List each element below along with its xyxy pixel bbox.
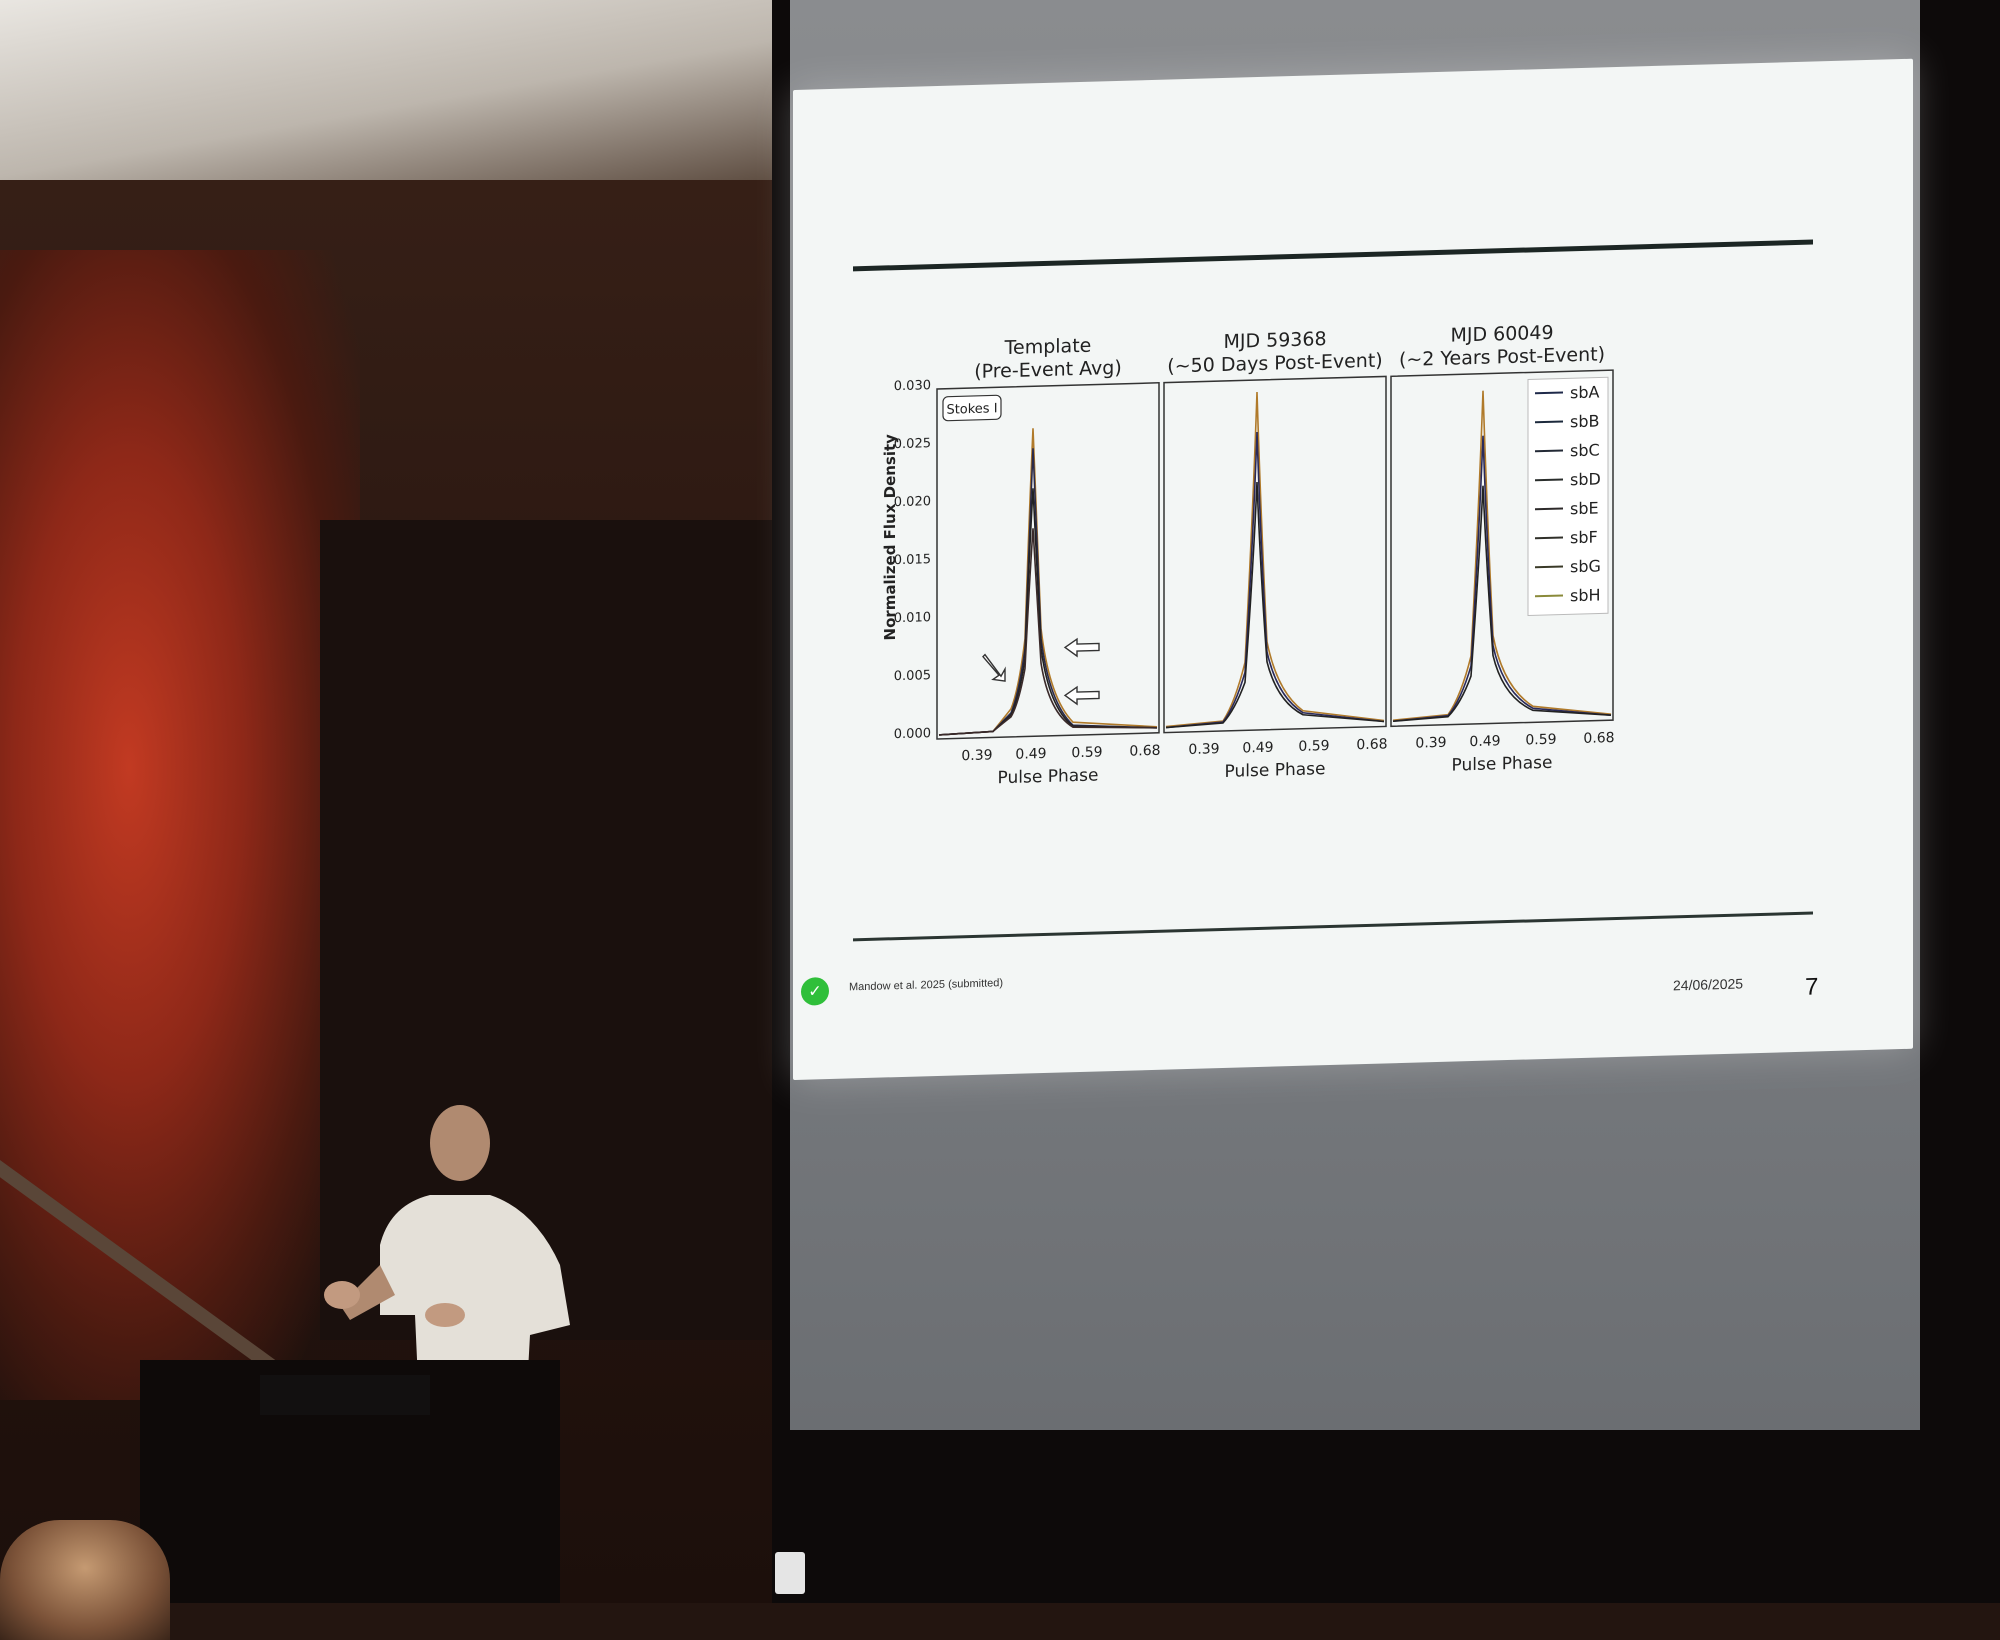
- presenter-arm: [340, 1265, 395, 1320]
- stokes-label-box: [942, 394, 1002, 422]
- y-axis-label: Normalized Flux Density: [881, 434, 899, 641]
- x-ticks-panel-1: 0.39 0.49 0.59 0.68: [961, 743, 1160, 765]
- y-tick: 0.015: [894, 552, 931, 568]
- legend-label: sbF: [1570, 528, 1598, 548]
- legend-label: sbB: [1570, 411, 1599, 431]
- profile-curve: [938, 528, 1158, 736]
- x-tick: 0.68: [1129, 743, 1160, 760]
- presenter-hand: [324, 1281, 360, 1309]
- panel-2-frame: [1163, 375, 1387, 734]
- legend-swatch: [1535, 507, 1563, 511]
- x-tick: 0.68: [1583, 730, 1614, 747]
- legend-label: sbE: [1570, 499, 1599, 519]
- legend-swatch: [1535, 565, 1563, 569]
- panel-2-title-line1: MJD 59368: [1223, 328, 1326, 353]
- legend-swatch: [1535, 478, 1563, 482]
- profile-curve: [1392, 435, 1612, 723]
- x-tick: 0.49: [1242, 740, 1273, 757]
- legend-swatch: [1535, 420, 1563, 424]
- panel-2-title-line2: (~50 Days Post-Event): [1167, 350, 1382, 378]
- figure-panels: Normalized Flux Density Template (Pre-Ev…: [881, 322, 1615, 789]
- legend-swatch: [1535, 391, 1563, 395]
- laptop: [260, 1375, 430, 1415]
- y-tick: 0.010: [894, 610, 931, 626]
- legend-swatch: [1535, 449, 1563, 453]
- ceiling: [0, 0, 800, 180]
- y-tick: 0.005: [894, 668, 931, 684]
- slide-date: 24/06/2025: [1673, 975, 1744, 994]
- legend-label: sbD: [1570, 469, 1601, 489]
- y-ticks: 0.000 0.005 0.010 0.015 0.020 0.025 0.03…: [894, 378, 931, 742]
- y-tick: 0.025: [894, 436, 931, 452]
- y-tick: 0.000: [894, 726, 931, 742]
- slide-bottom-rule: [853, 911, 1813, 942]
- panel-1-title-line1: Template: [1004, 335, 1092, 359]
- legend-label: sbH: [1570, 585, 1601, 605]
- profile-curve: [1392, 485, 1612, 723]
- wall-outlet: [775, 1552, 805, 1594]
- panel-1-frame: [936, 382, 1160, 740]
- profile-curve: [938, 488, 1158, 736]
- presenter-head: [430, 1105, 490, 1181]
- x-tick: 0.39: [1415, 735, 1446, 752]
- slide-citation: Mandow et al. 2025 (submitted): [849, 977, 1004, 994]
- legend-swatch: [1535, 594, 1563, 598]
- slide-page-number: 7: [1805, 973, 1819, 1001]
- x-tick: 0.68: [1356, 736, 1387, 753]
- x-tick: 0.59: [1298, 738, 1329, 755]
- profile-curve: [1165, 481, 1385, 729]
- x-tick: 0.59: [1525, 732, 1556, 749]
- profile-curve: [1165, 431, 1385, 729]
- presenter-hand: [425, 1303, 465, 1327]
- legend-label: sbG: [1570, 556, 1601, 576]
- legend-label: sbC: [1570, 440, 1600, 460]
- x-axis-label-panel-3: Pulse Phase: [1452, 753, 1553, 776]
- legend: sbA sbB sbC sbD sbE sbF sbG sbH: [1535, 382, 1601, 605]
- legend-swatch: [1535, 536, 1563, 540]
- x-ticks-panel-2: 0.39 0.49 0.59 0.68: [1188, 736, 1387, 758]
- stokes-label: Stokes I: [946, 401, 997, 417]
- arrow-icon: [1063, 637, 1100, 658]
- x-axis-label-panel-2: Pulse Phase: [1225, 759, 1326, 782]
- x-ticks-panel-3: 0.39 0.49 0.59 0.68: [1415, 730, 1614, 752]
- audience-head: [0, 1520, 170, 1640]
- profile-curve: [938, 448, 1158, 736]
- panel-3-title-line1: MJD 60049: [1450, 322, 1553, 347]
- panel-1-title-line2: (Pre-Event Avg): [974, 357, 1122, 383]
- x-tick: 0.49: [1015, 746, 1046, 763]
- profile-panel-2: [1165, 391, 1385, 729]
- annotation-arrows: [982, 637, 1100, 706]
- legend-label: sbA: [1570, 382, 1599, 402]
- x-tick: 0.39: [961, 747, 992, 764]
- dark-doorway: [320, 520, 790, 1340]
- y-tick: 0.030: [894, 378, 931, 394]
- profile-panel-3: [1392, 390, 1612, 723]
- logo-icon: ✓: [801, 976, 829, 1006]
- red-light-glow: [0, 250, 360, 1400]
- y-tick: 0.020: [894, 494, 931, 510]
- arrow-icon: [1063, 685, 1100, 706]
- legend-box: [1527, 376, 1609, 616]
- x-axis-label-panel-1: Pulse Phase: [998, 765, 1099, 788]
- panel-3-frame: [1390, 369, 1614, 728]
- profile-curve: [938, 428, 1158, 736]
- x-tick: 0.59: [1071, 744, 1102, 761]
- x-tick: 0.49: [1469, 733, 1500, 750]
- arrow-icon: [982, 653, 1006, 682]
- profile-panel-1: [938, 428, 1158, 736]
- presentation-slide: Normalized Flux Density Template (Pre-Ev…: [793, 58, 1913, 1080]
- panel-3-title-line2: (~2 Years Post-Event): [1399, 343, 1605, 371]
- x-tick: 0.39: [1188, 741, 1219, 758]
